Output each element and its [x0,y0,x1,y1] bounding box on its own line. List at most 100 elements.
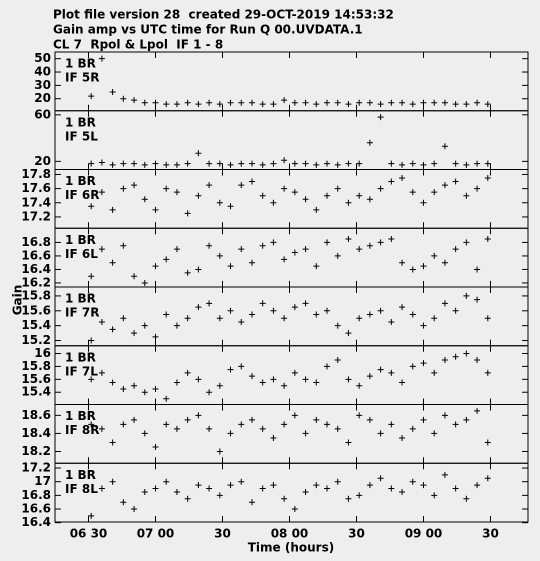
point [259,485,266,492]
point [88,376,95,383]
point [281,157,288,164]
point [281,421,288,428]
point [152,99,159,106]
point [281,382,288,389]
point [163,311,170,318]
point [152,263,159,270]
panel-label: 1 BR [65,409,96,423]
point [334,478,341,485]
point [152,160,159,167]
x-tick-label: 30 [482,527,499,541]
y-tick-label: 16.6 [21,248,51,262]
point [131,273,138,280]
title-line: Plot file version 28 created 29-OCT-2019… [53,8,394,22]
point [248,178,255,185]
point [173,101,180,108]
point [334,425,341,432]
point [302,196,309,203]
panel-label: 1 BR [65,468,96,482]
point [356,246,363,253]
point [291,160,298,167]
point [474,266,481,273]
point [345,330,352,337]
point [109,206,116,213]
point [474,185,481,192]
y-tick-label: 20 [34,91,51,105]
panel-name: IF 7L [65,364,98,378]
point [173,246,180,253]
point [377,430,384,437]
point [409,160,416,167]
point [238,246,245,253]
point [238,421,245,428]
point [409,478,416,485]
point [227,307,234,314]
panel-name: IF 8L [65,482,98,496]
y-tick-label: 20 [34,154,51,168]
y-tick-label: 18.4 [21,426,51,440]
point [173,488,180,495]
point [120,242,127,249]
point [463,101,470,108]
point [313,416,320,423]
point [131,506,138,513]
title-line: Gain amp vs UTC time for Run Q 00.UVDATA… [53,23,363,37]
point [88,421,95,428]
point [484,475,491,482]
point [409,425,416,432]
point [291,369,298,376]
point [227,161,234,168]
point [409,363,416,370]
point [345,495,352,502]
point [452,101,459,108]
point [334,161,341,168]
point [377,475,384,482]
y-tick-label: 17.8 [21,167,51,181]
point [441,182,448,189]
point [184,99,191,106]
point [366,416,373,423]
point [141,389,148,396]
point [109,259,116,266]
point [216,101,223,108]
point [452,353,459,360]
point [206,389,213,396]
point [441,99,448,106]
x-tick-label: 09 00 [405,527,443,541]
point [324,307,331,314]
point [227,482,234,489]
point [431,99,438,106]
y-tick-label: 16 [34,346,51,360]
point [131,97,138,104]
point [120,315,127,322]
point [441,356,448,363]
point [281,185,288,192]
point [474,356,481,363]
point [206,99,213,106]
point [356,160,363,167]
point [184,369,191,376]
y-tick-label: 16.4 [21,515,51,529]
point [98,485,105,492]
point [463,161,470,168]
y-tick-label: 17.6 [21,181,51,195]
point [463,350,470,357]
point [248,499,255,506]
point [409,189,416,196]
point [313,311,320,318]
point [206,182,213,189]
point [324,160,331,167]
point [324,99,331,106]
point [399,99,406,106]
point [163,101,170,108]
point [463,495,470,502]
point [431,160,438,167]
point [195,376,202,383]
point [173,189,180,196]
point [131,416,138,423]
point [259,161,266,168]
point [431,315,438,322]
panel-label: 1 BR [65,57,96,71]
point [452,178,459,185]
